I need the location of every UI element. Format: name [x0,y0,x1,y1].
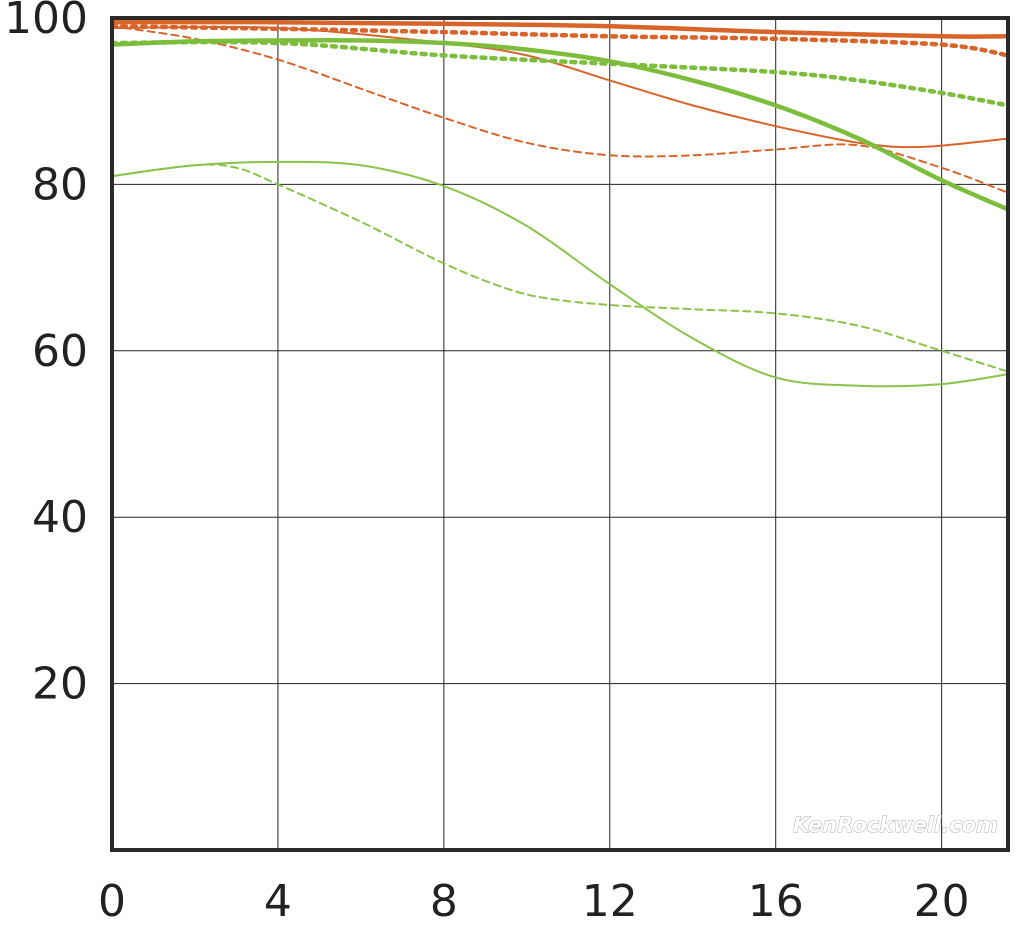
series-line-thick-dotted [109,24,1011,58]
x-tick-label: 8 [430,876,458,927]
y-tick-label: 20 [32,659,88,710]
y-tick-label: 60 [32,326,88,377]
x-tick-label: 20 [914,876,970,927]
series-line-thin-dashed [111,163,1009,373]
x-tick-label: 0 [98,876,126,927]
watermark: KenRockwell.com [793,813,998,837]
x-tick-label: 16 [748,876,804,927]
x-axis-tick-labels: 0 4 8 12 16 20 [98,876,970,927]
y-tick-label: 100 [4,0,88,44]
series-line-thick-solid [109,19,1011,39]
series-line-thick-solid [109,37,1011,212]
y-tick-label: 40 [32,492,88,543]
grid-lines [112,18,1008,850]
plot-frame [110,16,1010,852]
series-lines [109,19,1011,388]
y-axis-tick-labels: 20 40 60 80 100 [4,0,88,710]
series-line-thin-solid [111,160,1009,388]
series-line-thin-dashed [111,25,1009,194]
x-tick-label: 12 [582,876,638,927]
y-tick-label: 80 [32,159,88,210]
series-line-thin-solid [111,25,1009,149]
x-tick-label: 4 [264,876,292,927]
